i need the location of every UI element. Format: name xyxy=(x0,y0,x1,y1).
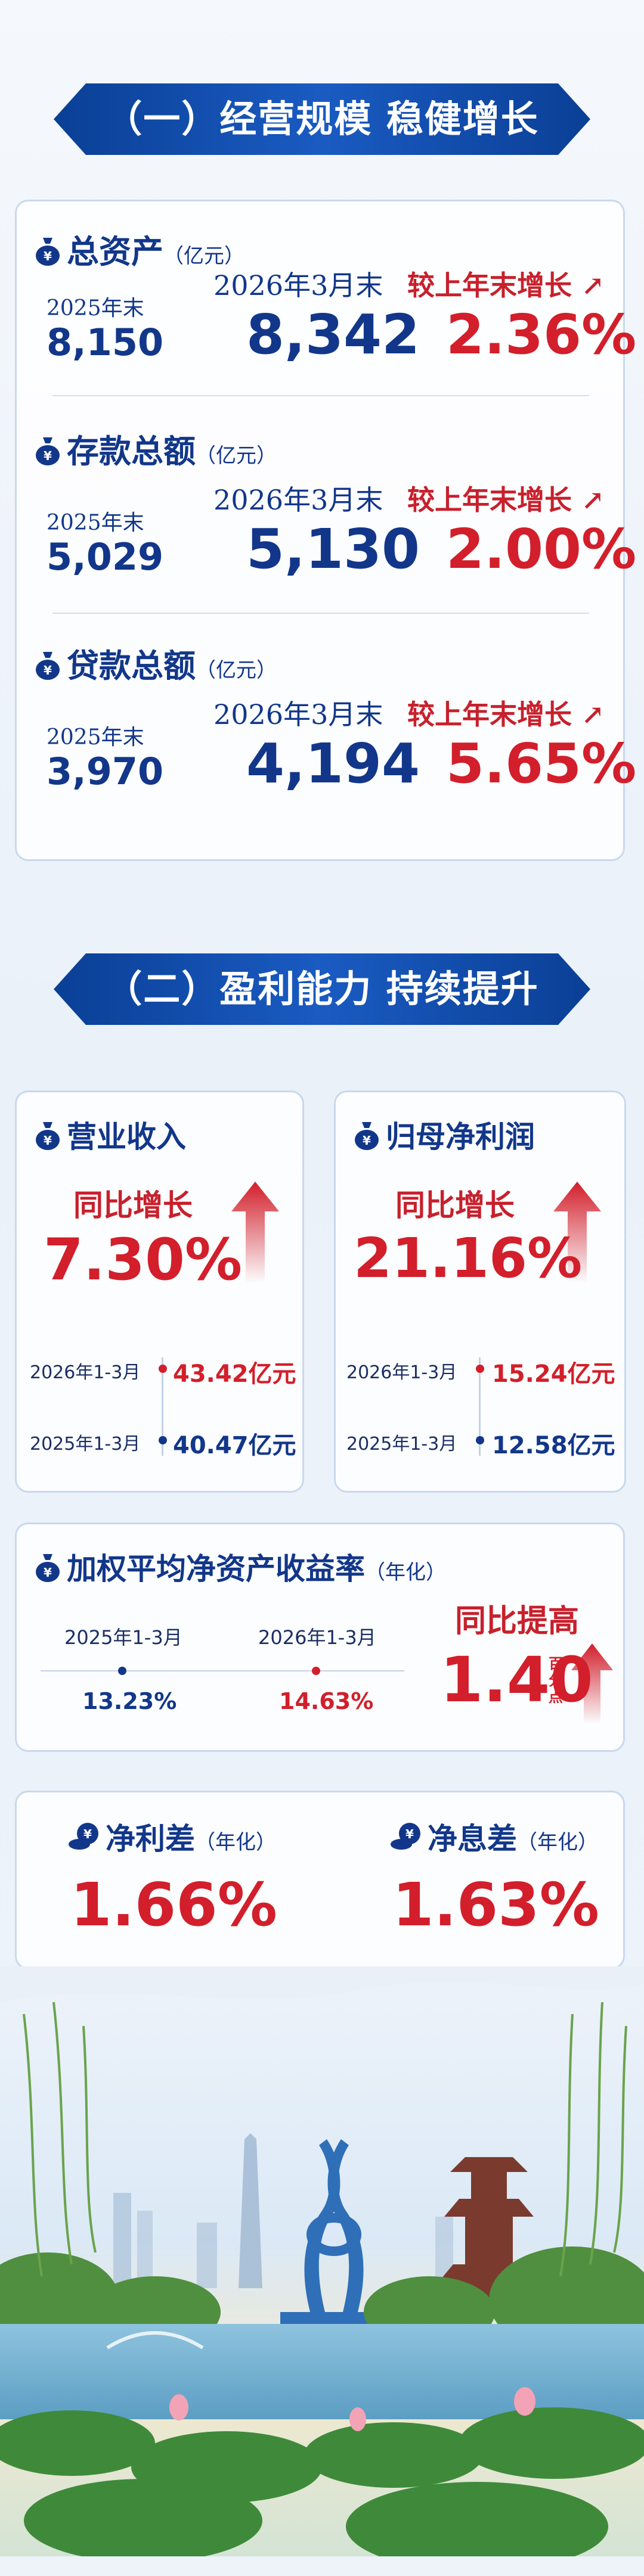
growth-value: 2.36% xyxy=(446,303,637,366)
money-bag-icon: ¥ xyxy=(355,1122,379,1150)
dot-blue xyxy=(159,1436,167,1444)
scale-card: ¥ 总资产（亿元） 2025年末 8,150 2026年3月末 8,342 较上… xyxy=(15,200,636,861)
current-label: 2026年3月末 xyxy=(213,269,383,302)
section2-banner-text: （二）盈利能力 持续提升 xyxy=(105,967,539,1011)
svg-text:¥: ¥ xyxy=(363,1133,371,1148)
money-bag-icon: ¥ xyxy=(36,652,60,680)
timeline-line xyxy=(162,1357,163,1456)
net-spread-value: 1.66% xyxy=(70,1870,277,1940)
row1-value: 15.24亿元 xyxy=(492,1360,615,1388)
profit-card: ¥ 归母净利润 同比增长 21.16% 2026年1-3月 15.24亿元 20… xyxy=(334,1090,626,1493)
prev-label: 2025年末 xyxy=(47,725,144,750)
section1-banner-text: （一）经营规模 稳健增长 xyxy=(105,97,539,141)
change-value: 1.40 xyxy=(440,1643,593,1716)
banner-shape xyxy=(54,83,590,155)
section2-banner: （二）盈利能力 持续提升 xyxy=(54,953,590,1025)
prev-label: 2025年1-3月 xyxy=(64,1626,182,1649)
change-label: 同比提高 xyxy=(455,1603,580,1639)
current-label: 2026年3月末 xyxy=(213,698,383,731)
money-bag-icon: ¥ xyxy=(36,1122,60,1150)
coins-icon: ¥ xyxy=(69,1823,98,1850)
money-bag-icon: ¥ xyxy=(36,238,60,266)
prev-value: 8,150 xyxy=(47,321,164,364)
money-bag-icon: ¥ xyxy=(36,1554,60,1582)
growth-label: 较上年末增长 ↗ xyxy=(407,484,605,516)
growth-value: 5.65% xyxy=(446,732,637,796)
up-arrow-icon xyxy=(231,1182,279,1283)
metric-title: 存款总额 xyxy=(67,432,196,470)
metric-unit: （亿元） xyxy=(196,444,277,468)
banner-shape xyxy=(54,953,590,1025)
dot-red xyxy=(159,1365,167,1373)
deposits-title: ¥ 存款总额（亿元） xyxy=(35,425,277,472)
coins-icon: ¥ xyxy=(391,1823,420,1850)
margins-card: ¥ 净利差（年化） 1.66% ¥ 净息差（年化） 1.63% xyxy=(15,1791,625,1969)
profit-title: ¥ 归母净利润 xyxy=(354,1113,535,1156)
divider xyxy=(52,395,589,396)
svg-text:¥: ¥ xyxy=(405,1827,414,1841)
growth-label: 较上年末增长 ↗ xyxy=(407,698,605,731)
svg-text:¥: ¥ xyxy=(44,1133,52,1148)
prev-value: 3,970 xyxy=(47,750,164,793)
yoy-value: 7.30% xyxy=(44,1226,243,1293)
row2-date: 2025年1-3月 xyxy=(346,1434,457,1455)
prev-value: 5,029 xyxy=(47,535,164,579)
nim-value: 1.63% xyxy=(392,1870,599,1940)
up-arrow-icon: ↗ xyxy=(572,269,605,302)
dot-red xyxy=(476,1365,484,1373)
prev-value: 13.23% xyxy=(82,1688,177,1714)
svg-text:¥: ¥ xyxy=(44,663,52,678)
svg-text:¥: ¥ xyxy=(44,449,52,463)
row2-value: 12.58亿元 xyxy=(492,1432,615,1459)
metric-title: 贷款总额 xyxy=(67,647,196,685)
divider xyxy=(52,613,589,614)
up-arrow-icon xyxy=(553,1182,601,1283)
revenue-card: ¥ 营业收入 同比增长 7.30% 2026年1-3月 43.42亿元 2025… xyxy=(15,1090,304,1493)
loans-title: ¥ 贷款总额（亿元） xyxy=(35,639,277,686)
row1-value: 43.42亿元 xyxy=(173,1360,296,1388)
yoy-label: 同比增长 xyxy=(395,1188,515,1223)
row1-date: 2026年1-3月 xyxy=(346,1362,457,1383)
metric-unit: （亿元） xyxy=(163,244,244,268)
timeline xyxy=(41,1670,404,1671)
prev-label: 2025年末 xyxy=(47,511,144,535)
dot-blue xyxy=(118,1667,126,1675)
row2-value: 40.47亿元 xyxy=(173,1432,296,1459)
dot-blue xyxy=(476,1436,484,1444)
prev-label: 2025年末 xyxy=(47,296,144,321)
roe-card: ¥ 加权平均净资产收益率（年化） 2025年1-3月 2026年1-3月 13.… xyxy=(15,1522,625,1752)
svg-text:¥: ¥ xyxy=(44,1565,52,1580)
change-unit: 百分点 xyxy=(549,1655,563,1705)
timeline-line xyxy=(479,1357,481,1456)
up-arrow-icon: ↗ xyxy=(572,698,605,731)
growth-value: 2.00% xyxy=(446,517,637,581)
metric-title: 总资产 xyxy=(67,232,163,271)
section1-banner: （一）经营规模 稳健增长 xyxy=(54,83,590,155)
row2-date: 2025年1-3月 xyxy=(30,1434,141,1455)
up-arrow-icon: ↗ xyxy=(572,484,605,516)
current-label: 2026年3月末 xyxy=(213,484,383,516)
net-spread-title: ¥ 净利差（年化） xyxy=(67,1815,276,1858)
total-assets-title: ¥ 总资产（亿元） xyxy=(35,225,244,272)
metric-unit: （亿元） xyxy=(196,658,277,682)
revenue-title: ¥ 营业收入 xyxy=(35,1113,186,1156)
nim-title: ¥ 净息差（年化） xyxy=(389,1815,598,1858)
dot-red xyxy=(312,1667,320,1675)
city-scenery-illustration xyxy=(0,1966,644,2576)
money-bag-icon: ¥ xyxy=(36,437,60,465)
yoy-label: 同比增长 xyxy=(73,1188,193,1223)
current-value: 8,342 xyxy=(246,303,420,366)
cur-label: 2026年1-3月 xyxy=(258,1626,376,1649)
cur-value: 14.63% xyxy=(279,1688,374,1714)
yoy-value: 21.16% xyxy=(354,1226,583,1290)
svg-text:¥: ¥ xyxy=(83,1827,92,1841)
growth-label: 较上年末增长 ↗ xyxy=(407,269,605,302)
up-arrow-icon xyxy=(571,1643,613,1724)
roe-title: ¥ 加权平均净资产收益率（年化） xyxy=(35,1545,446,1588)
row1-date: 2026年1-3月 xyxy=(30,1362,141,1383)
current-value: 5,130 xyxy=(246,517,420,581)
current-value: 4,194 xyxy=(246,732,420,796)
svg-text:¥: ¥ xyxy=(44,249,52,263)
